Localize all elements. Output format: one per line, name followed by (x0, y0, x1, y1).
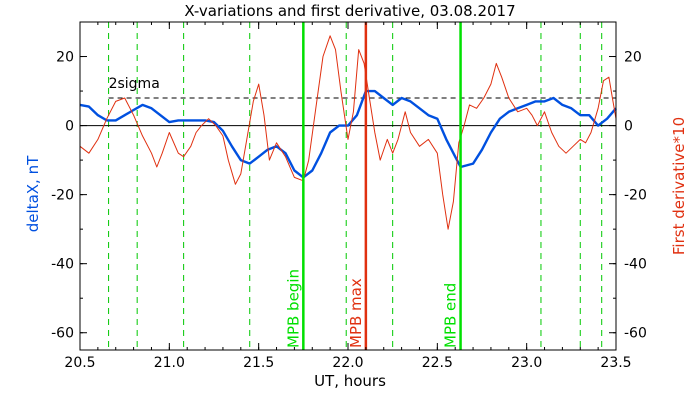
y-tick-label-left: -40 (51, 257, 74, 273)
marker-label: MPB max (347, 278, 365, 348)
y-tick-label-right: -60 (624, 326, 647, 342)
chart-title: X-variations and first derivative, 03.08… (184, 2, 515, 20)
x-tick-label: 21.0 (154, 355, 185, 371)
y-tick-label-left: -60 (51, 326, 74, 342)
x-axis-label: UT, hours (314, 372, 386, 390)
y-tick-label-left: 20 (56, 50, 74, 66)
series-deltax-line (79, 89, 617, 179)
y-tick-label-right: -40 (624, 257, 647, 273)
x-tick-label: 22.0 (332, 355, 363, 371)
x-tick-label: 20.5 (64, 355, 95, 371)
y-axis-label-right: First derivative*10 (670, 117, 688, 255)
series-derivative-line (79, 35, 617, 230)
marker-label: MPB begin (284, 269, 302, 348)
sigma-label: 2sigma (109, 76, 160, 92)
y-axis-label-left: deltaX, nT (24, 155, 42, 232)
x-tick-label: 23.5 (600, 355, 631, 371)
y-tick-label-right: 0 (624, 119, 633, 135)
y-tick-label-right: -20 (624, 188, 647, 204)
x-tick-label: 22.5 (422, 355, 453, 371)
y-tick-label-left: 0 (65, 119, 74, 135)
plot-area: 2sigma MPB begin MPB max MPB end 20.5 21.0 21.… (51, 21, 647, 371)
y-tick-label-left: -20 (51, 188, 74, 204)
marker-label: MPB end (442, 283, 460, 348)
x-tick-label: 23.0 (511, 355, 542, 371)
x-tick-label: 21.5 (243, 355, 274, 371)
y-tick-label-right: 20 (624, 50, 642, 66)
